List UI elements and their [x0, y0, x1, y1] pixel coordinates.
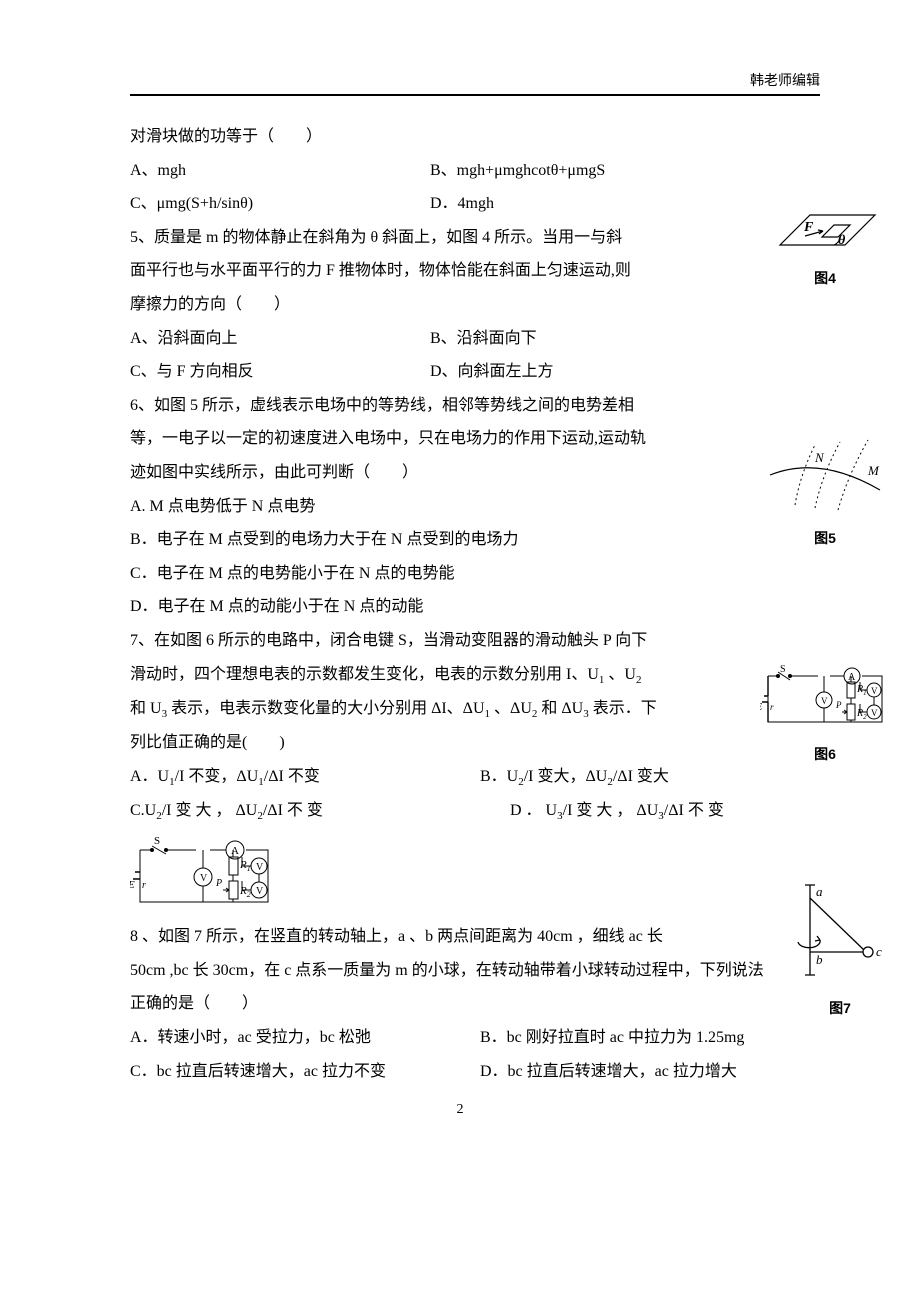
header-rule	[130, 94, 820, 96]
q6-optA: A. M 点电势低于 N 点电势	[130, 490, 830, 524]
q6-line2: 等，一电子以一定的初速度进入电场中，只在电场力的作用下运动,运动轨	[130, 422, 830, 456]
fig7-b-label: b	[816, 952, 823, 967]
fig7-rotation-head	[815, 936, 820, 941]
fig5-trajectory	[770, 468, 880, 490]
figure-4: F θ 图4	[760, 200, 890, 293]
figure-7-svg: a b c	[790, 880, 890, 990]
figure-6-caption: 图6	[760, 740, 890, 769]
fig6-r2-icon	[847, 704, 855, 720]
fig6b-R2: R2	[239, 885, 251, 899]
fig5-equi-3	[838, 440, 868, 510]
fig4-F-label: F	[803, 220, 814, 235]
header-credit: 韩老师编辑	[750, 70, 820, 90]
fig6-node2	[789, 675, 792, 678]
fig6b-A: A	[231, 845, 239, 857]
q5-line2: 面平行也与水平面平行的力 F 推物体时，物体恰能在斜面上匀速运动,则	[130, 254, 830, 288]
figure-6-inline-svg: A V V V S E r R1 R2 P	[130, 832, 280, 916]
q7-optA: A．U1/I 不变，ΔU1/ΔI 不变	[130, 760, 480, 794]
q4-stem: 对滑块做的功等于（ ）	[130, 120, 830, 154]
page-number: 2	[0, 1102, 920, 1118]
q8-line1: 8 、如图 7 所示，在竖直的转动轴上，a 、b 两点间距离为 40cm ，细线…	[130, 920, 830, 954]
fig4-theta-label: θ	[838, 233, 846, 248]
fig6-S-label: S	[780, 664, 786, 675]
figure-6-inline: A V V V S E r R1 R2 P	[130, 832, 830, 916]
figure-6-svg: A V V V S E r R1 R2 P	[760, 660, 890, 736]
page: 韩老师编辑 对滑块做的功等于（ ） A、mgh B、mgh+μmghcotθ+μ…	[0, 0, 920, 1148]
q7-line1: 7、在如图 6 所示的电路中，闭合电键 S，当滑动变阻器的滑动触头 P 向下	[130, 624, 830, 658]
fig7-ball	[863, 947, 873, 957]
figure-5-caption: 图5	[760, 524, 890, 553]
q6-optB: B．电子在 M 点受到的电场力大于在 N 点受到的电场力	[130, 523, 830, 557]
fig6-A-label: A	[848, 672, 856, 683]
q4-optC: C、μmg(S+h/sinθ)	[130, 187, 430, 221]
fig6b-V2: V	[256, 886, 264, 897]
fig5-equi-1	[795, 445, 815, 505]
fig6b-r: r	[142, 880, 146, 891]
fig6-P-label: P	[835, 700, 842, 710]
figure-4-svg: F θ	[760, 200, 890, 260]
q7-optC: C.U2/I 变 大 ， ΔU2/ΔI 不 变	[130, 794, 450, 828]
fig7-a-label: a	[816, 884, 823, 899]
fig6-V1-label: V	[871, 686, 878, 696]
content: 对滑块做的功等于（ ） A、mgh B、mgh+μmghcotθ+μmgS C、…	[130, 120, 830, 1088]
q8-optA: A．转速小时，ac 受拉力，bc 松弛	[130, 1021, 480, 1055]
q4-optA: A、mgh	[130, 154, 430, 188]
fig6b-P: P	[215, 878, 222, 889]
fig6-V2-label: V	[871, 708, 878, 718]
q6-line3: 迹如图中实线所示，由此可判断（ ）	[130, 456, 830, 490]
fig7-ac	[810, 898, 864, 950]
fig6-E-label: E	[760, 702, 762, 713]
fig6-battery-icon	[762, 676, 768, 722]
fig5-M-label: M	[867, 463, 880, 478]
q7-row-cd: C.U2/I 变 大 ， ΔU2/ΔI 不 变 D ． U3/I 变 大 ， Δ…	[130, 794, 830, 828]
q6-optC: C．电子在 M 点的电势能小于在 N 点的电势能	[130, 557, 830, 591]
q6-line1: 6、如图 5 所示，虚线表示电场中的等势线，相邻等势线之间的电势差相	[130, 389, 830, 423]
fig6b-S: S	[154, 835, 160, 847]
q8-optB: B．bc 刚好拉直时 ac 中拉力为 1.25mg	[480, 1021, 830, 1055]
fig6b-E: E	[130, 879, 135, 891]
figure-7-caption: 图7	[790, 994, 890, 1023]
q5-optA: A、沿斜面向上	[130, 322, 430, 356]
q5-optB: B、沿斜面向下	[430, 322, 830, 356]
fig4-parallelogram	[780, 215, 875, 245]
figure-6: A V V V S E r R1 R2 P 图6	[760, 660, 890, 769]
q6-optD: D．电子在 M 点的动能小于在 N 点的动能	[130, 590, 830, 624]
q8-line3: 正确的是（ ）	[130, 987, 830, 1021]
q8-optD: D．bc 拉直后转速增大，ac 拉力增大	[480, 1055, 830, 1089]
q4-optB: B、mgh+μmghcotθ+μmgS	[430, 154, 830, 188]
fig6b-V1: V	[256, 862, 264, 873]
q7-line3: 和 U3 表示，电表示数变化量的大小分别用 ΔI、ΔU1 、ΔU2 和 ΔU3 …	[130, 692, 830, 726]
fig6-R1-label: R1	[856, 684, 867, 697]
figure-5: M N 图5	[760, 420, 890, 553]
fig4-block	[822, 225, 850, 237]
q5-line3: 摩擦力的方向（ ）	[130, 288, 830, 322]
q7-line4: 列比值正确的是( )	[130, 726, 830, 760]
fig5-N-label: N	[814, 450, 825, 465]
figure-4-caption: 图4	[760, 264, 890, 293]
fig6-r-label: r	[770, 702, 774, 712]
q7-line2: 滑动时，四个理想电表的示数都发生变化，电表的示数分别用 I、U1 、U2	[130, 658, 830, 692]
q8-optC: C．bc 拉直后转速增大，ac 拉力不变	[130, 1055, 480, 1089]
fig6b-V0: V	[200, 873, 208, 884]
q7-row-ab: A．U1/I 不变，ΔU1/ΔI 不变 B．U2/I 变大，ΔU2/ΔI 变大	[130, 760, 830, 794]
figure-5-svg: M N	[760, 420, 890, 520]
fig6-V0-label: V	[821, 696, 828, 706]
q7-optD: D ． U3/I 变 大 ， ΔU3/ΔI 不 变	[450, 794, 830, 828]
q5-line1: 5、质量是 m 的物体静止在斜角为 θ 斜面上，如图 4 所示。当用一与斜	[130, 221, 830, 255]
fig6b-R1: R1	[239, 859, 251, 873]
figure-7: a b c 图7	[790, 880, 890, 1023]
q8-line2: 50cm ,bc 长 30cm，在 c 点系一质量为 m 的小球，在转动轴带着小…	[130, 954, 830, 988]
q5-optC: C、与 F 方向相反	[130, 355, 430, 389]
fig7-c-label: c	[876, 944, 882, 959]
q5-optD: D、向斜面左上方	[430, 355, 830, 389]
fig6-R2-label: R2	[856, 708, 867, 721]
